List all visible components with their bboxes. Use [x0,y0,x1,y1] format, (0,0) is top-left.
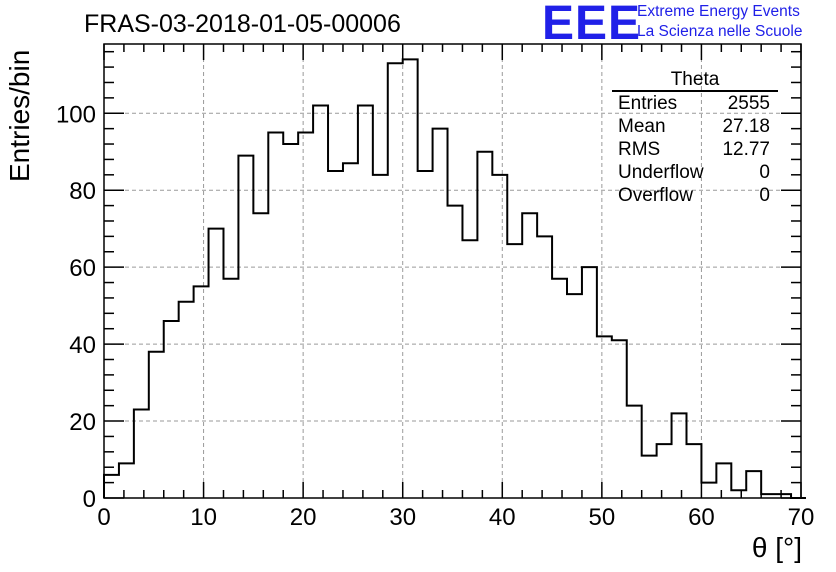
stats-row-mean: Mean 27.18 [612,115,778,138]
x-axis-label: θ [°] [751,532,802,563]
stats-value: 0 [759,185,770,206]
y-tick-label: 0 [83,486,96,513]
x-tick-label: 10 [190,504,217,531]
stats-row-overflow: Overflow 0 [612,184,778,207]
stats-row-entries: Entries 2555 [612,92,778,115]
y-tick-label: 80 [69,178,96,205]
stats-box-title: Theta [612,70,778,92]
logo-line-1: Extreme Energy Events [637,3,800,20]
x-tick-label: 0 [97,504,110,531]
stats-value: 27.18 [722,116,770,137]
histogram-series-line [103,58,806,499]
plot-frame [103,43,802,499]
stats-label: Mean [618,116,666,137]
eee-logo-mark: EEE [542,0,642,50]
x-tick-label: 60 [688,504,715,531]
x-tick-label: 30 [389,504,416,531]
x-tick-label: 20 [290,504,317,531]
y-tick-label: 40 [69,332,96,359]
y-tick-label: 20 [69,409,96,436]
logo-line-2: La Scienza nelle Scuole [637,23,803,40]
stats-row-rms: RMS 12.77 [612,138,778,161]
x-tick-label: 50 [589,504,616,531]
y-tick-label: 60 [69,255,96,282]
stats-row-underflow: Underflow 0 [612,161,778,184]
y-tick-label: 100 [56,101,96,128]
stats-value: 0 [759,162,770,183]
stats-value: 12.77 [722,139,770,160]
stats-value: 2555 [727,93,770,114]
chart-title: FRAS-03-2018-01-05-00006 [84,10,401,38]
eee-logo-text: Extreme Energy Events La Scienza nelle S… [637,2,802,42]
x-tick-label: 40 [489,504,516,531]
stats-label: RMS [618,139,661,160]
stats-label: Overflow [618,185,693,206]
stats-label: Underflow [618,162,704,183]
stats-box: Theta Entries 2555 Mean 27.18 RMS 12.77 … [612,70,778,207]
y-axis-label: Entries/bin [4,49,35,182]
x-tick-label: 70 [788,504,815,531]
stats-label: Entries [618,93,678,114]
